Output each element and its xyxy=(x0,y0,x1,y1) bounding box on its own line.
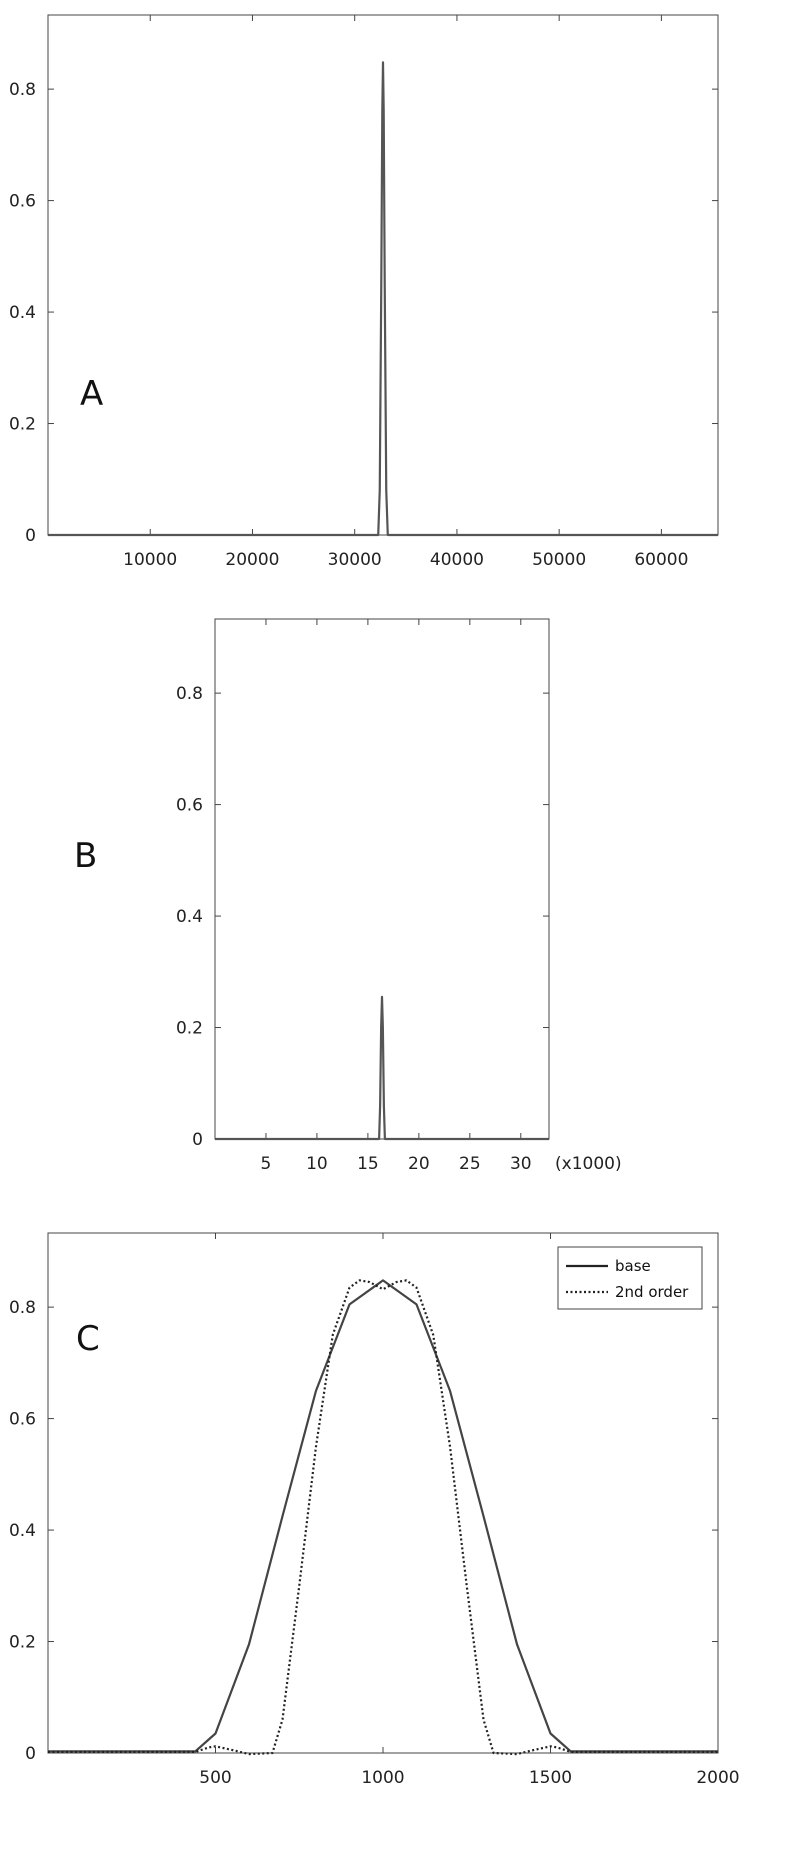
panel-b-plot xyxy=(215,995,549,1141)
panel-b-x-tick-label: 10 xyxy=(306,1154,328,1174)
panel-c-y-tick-label: 0 xyxy=(25,1744,36,1764)
panel-a-y-tick-label: 0 xyxy=(25,526,36,546)
panel-b-y-ticks: 0 0.2 0.4 0.6 0.8 xyxy=(176,684,549,1150)
panel-a-x-tick-label: 40000 xyxy=(430,550,484,570)
panel-c-x-tick-label: 500 xyxy=(199,1768,231,1788)
panel-b-x-axis-note: (x1000) xyxy=(555,1154,622,1174)
panel-a-x-tick-label: 10000 xyxy=(123,550,177,570)
panel-a-x-tick-label: 20000 xyxy=(225,550,279,570)
panel-b-x-tick-label: 30 xyxy=(510,1154,532,1174)
panel-a-x-tick-label: 30000 xyxy=(328,550,382,570)
panel-a-frame xyxy=(47,14,719,536)
panel-a-plot xyxy=(48,61,718,537)
panel-c-frame xyxy=(47,1232,719,1754)
panel-c-series-2nd-order xyxy=(48,1279,718,1756)
panel-c-y-tick-label: 0.8 xyxy=(9,1298,36,1318)
panel-a-label: A xyxy=(80,374,103,414)
legend-label-2nd-order: 2nd order xyxy=(615,1283,689,1301)
panel-b-y-tick-label: 0.4 xyxy=(176,907,203,927)
panel-b-frame xyxy=(214,618,550,1140)
panel-c-label: C xyxy=(76,1319,100,1359)
panel-c-x-ticks: 500 1000 1500 2000 xyxy=(199,1233,740,1788)
panel-a-x-ticks: 10000 20000 30000 40000 50000 60000 xyxy=(123,15,688,570)
legend-label-base: base xyxy=(615,1257,651,1275)
panel-c-legend: base 2nd order xyxy=(557,1246,703,1310)
panel-b-x-tick-label: 5 xyxy=(261,1154,272,1174)
panel-a: 0 0.2 0.4 0.6 0.8 10000 20000 30000 40000 50000 6… xyxy=(9,14,719,570)
panel-c-x-tick-label: 2000 xyxy=(696,1768,739,1788)
panel-c-series-base xyxy=(48,1279,718,1753)
panel-c-y-tick-label: 0.4 xyxy=(9,1521,36,1541)
panel-a-y-tick-label: 0.4 xyxy=(9,303,36,323)
panel-c-y-tick-label: 0.6 xyxy=(9,1410,36,1430)
panel-a-y-tick-label: 0.8 xyxy=(9,80,36,100)
panel-a-y-tick-label: 0.2 xyxy=(9,415,36,435)
panel-b-y-tick-label: 0.8 xyxy=(176,684,203,704)
panel-b-x-tick-label: 20 xyxy=(408,1154,430,1174)
panel-b: 0 0.2 0.4 0.6 0.8 5 10 15 20 25 30 B (x1000) xyxy=(74,618,622,1174)
panel-a-y-ticks: 0 0.2 0.4 0.6 0.8 xyxy=(9,80,718,546)
panel-b-series-0 xyxy=(215,995,549,1141)
panel-b-x-tick-label: 15 xyxy=(357,1154,379,1174)
panel-a-series-0 xyxy=(48,61,718,537)
panel-c-x-tick-label: 1500 xyxy=(529,1768,572,1788)
panel-c-y-ticks: 0 0.2 0.4 0.6 0.8 xyxy=(9,1298,718,1764)
legend-box xyxy=(557,1246,703,1310)
panel-b-x-tick-label: 25 xyxy=(459,1154,481,1174)
panel-b-y-tick-label: 0 xyxy=(192,1130,203,1150)
panel-b-label: B xyxy=(74,836,97,876)
panel-c-x-tick-label: 1000 xyxy=(361,1768,404,1788)
panel-b-x-ticks: 5 10 15 20 25 30 xyxy=(261,619,532,1174)
panel-a-x-tick-label: 60000 xyxy=(634,550,688,570)
panel-a-x-tick-label: 50000 xyxy=(532,550,586,570)
panel-c: 0 0.2 0.4 0.6 0.8 500 1000 1500 2000 C base 2nd… xyxy=(9,1232,740,1788)
panel-b-y-tick-label: 0.6 xyxy=(176,796,203,816)
panel-b-y-tick-label: 0.2 xyxy=(176,1019,203,1039)
panel-a-y-tick-label: 0.6 xyxy=(9,192,36,212)
panel-c-plot xyxy=(48,1279,718,1756)
panel-c-y-tick-label: 0.2 xyxy=(9,1633,36,1653)
